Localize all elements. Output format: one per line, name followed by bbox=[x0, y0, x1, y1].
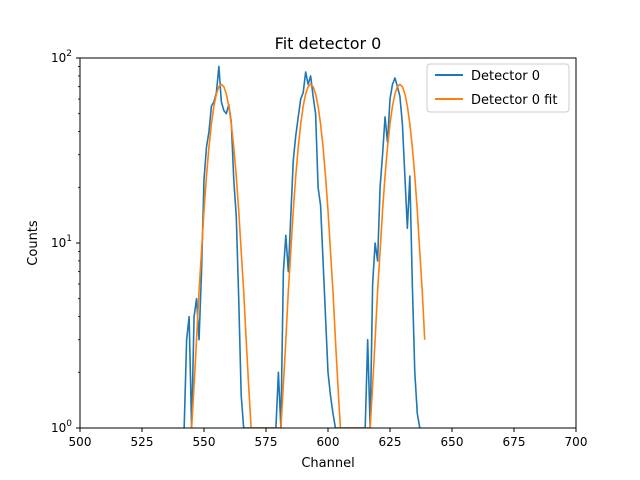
y-axis: 100 101 102 bbox=[51, 49, 80, 435]
y-tick-label: 102 bbox=[51, 49, 72, 65]
series-line-detector-0-fit bbox=[190, 83, 426, 428]
legend: Detector 0 Detector 0 fit bbox=[426, 63, 570, 113]
x-axis: 500 525 550 575 600 625 650 675 700 bbox=[69, 428, 588, 449]
y-tick-label: 100 bbox=[51, 419, 72, 435]
x-tick-label: 500 bbox=[69, 435, 92, 449]
series-layer bbox=[183, 65, 426, 428]
x-axis-label: Channel bbox=[301, 456, 354, 471]
x-tick-label: 675 bbox=[503, 435, 526, 449]
x-tick-label: 550 bbox=[193, 435, 216, 449]
y-tick-label: 101 bbox=[51, 234, 72, 250]
legend-label-detector-0-fit: Detector 0 fit bbox=[471, 93, 557, 108]
x-tick-label: 525 bbox=[131, 435, 154, 449]
x-tick-label: 700 bbox=[565, 435, 588, 449]
legend-label-detector-0: Detector 0 bbox=[471, 69, 540, 84]
x-tick-label: 625 bbox=[379, 435, 402, 449]
y-axis-label: Counts bbox=[26, 220, 41, 266]
chart-title: Fit detector 0 bbox=[275, 34, 382, 53]
x-tick-label: 650 bbox=[441, 435, 464, 449]
x-tick-label: 600 bbox=[317, 435, 340, 449]
x-tick-label: 575 bbox=[255, 435, 278, 449]
